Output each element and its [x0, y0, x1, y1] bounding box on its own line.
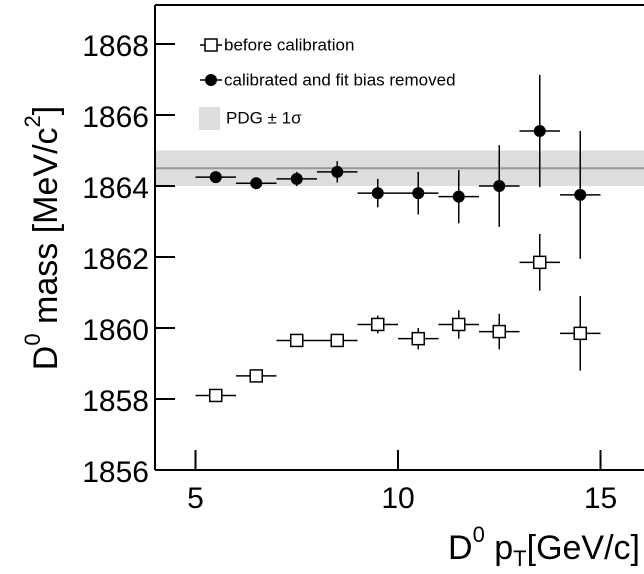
y-tick-label: 1862 [82, 243, 149, 276]
marker [452, 317, 466, 332]
label-part: D [448, 529, 473, 567]
legend-swatch [199, 107, 220, 130]
label-part: 0 [20, 333, 45, 345]
marker [533, 255, 547, 270]
y-tick-label: 1860 [82, 314, 149, 347]
legend: before calibration calibrated and fit bia… [199, 35, 456, 130]
marker [330, 333, 344, 348]
label-part: ] [27, 106, 65, 115]
marker [209, 171, 222, 184]
y-axis-label: D0 mass [MeV/c2] [20, 106, 65, 370]
label-part: 0 [473, 522, 485, 547]
x-tick-label: 15 [584, 482, 617, 515]
legend-marker [204, 38, 218, 52]
label-part: D [27, 346, 65, 371]
y-tick-label: 1866 [82, 101, 149, 134]
ticks: 1856 1858 1860 1862 1864 1866 1868 5 10 15 [82, 30, 617, 515]
label-part: p [485, 529, 513, 567]
marker [452, 190, 465, 203]
marker [533, 125, 546, 138]
y-tick-label: 1858 [82, 385, 149, 418]
marker [411, 331, 425, 346]
marker [573, 326, 587, 341]
y-tick-label: 1856 [82, 456, 149, 489]
plot-area [155, 74, 644, 403]
marker [250, 177, 263, 190]
marker [492, 324, 506, 339]
x-tick-label: 5 [187, 482, 204, 515]
marker [371, 317, 385, 332]
marker [290, 333, 304, 348]
marker [290, 172, 303, 185]
y-tick-label: 1864 [82, 172, 149, 205]
marker [209, 388, 223, 403]
legend-label: PDG ± 1σ [226, 108, 302, 127]
legend-label: before calibration [224, 35, 354, 54]
legend-label: calibrated and fit bias removed [224, 70, 456, 89]
marker [493, 180, 506, 193]
y-tick-label: 1868 [82, 30, 149, 63]
label-part: [GeV/c] [527, 529, 640, 567]
marker [371, 187, 384, 200]
x-tick-label: 10 [381, 482, 414, 515]
marker [331, 165, 344, 178]
x-axis-label: D0 pT[GeV/c] [448, 522, 640, 571]
legend-marker [205, 74, 217, 86]
label-part: T [513, 546, 526, 571]
marker [412, 187, 425, 200]
marker [574, 188, 587, 201]
label-part: 2 [20, 115, 45, 127]
label-part: mass [MeV/c [27, 127, 65, 333]
marker [249, 369, 263, 383]
